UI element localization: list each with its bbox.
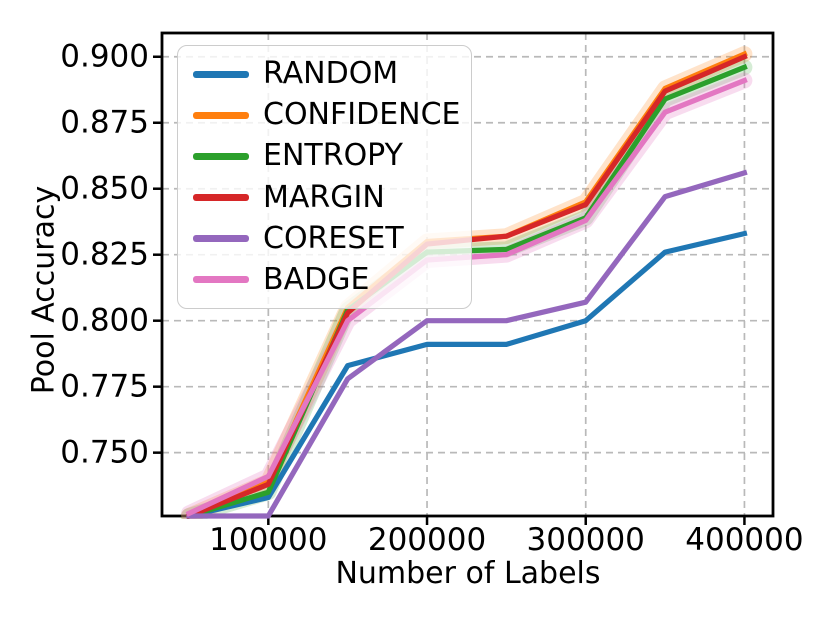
x-tick-label: 300000: [526, 522, 645, 558]
y-tick-label: 0.800: [60, 301, 149, 338]
legend-label: BADGE: [263, 261, 370, 297]
legend-item-badge: BADGE: [193, 260, 463, 300]
legend-line-swatch: [193, 235, 249, 243]
legend-label: CORESET: [263, 220, 404, 256]
legend-item-random: RANDOM: [193, 54, 463, 94]
legend-line-swatch: [193, 152, 249, 160]
legend-item-confidence: CONFIDENCE: [193, 95, 463, 135]
x-axis-label: Number of Labels: [335, 556, 601, 591]
y-tick-label: 0.825: [60, 235, 149, 272]
legend-item-margin: MARGIN: [193, 178, 463, 218]
legend: RANDOM CONFIDENCE ENTROPY MARGIN CORESET BADG…: [177, 45, 472, 309]
legend-label: RANDOM: [263, 56, 399, 91]
y-tick-label: 0.875: [60, 104, 149, 141]
legend-line-swatch: [193, 70, 249, 78]
legend-label: ENTROPY: [263, 138, 403, 174]
legend-line-swatch: [193, 276, 249, 284]
legend-item-entropy: ENTROPY: [193, 136, 463, 176]
legend-line-swatch: [193, 111, 249, 119]
y-axis-label: Pool Accuracy: [26, 185, 62, 395]
y-tick-label: 0.900: [60, 38, 149, 75]
x-tick-label: 200000: [367, 522, 487, 558]
y-tick-label: 0.850: [60, 169, 149, 206]
legend-item-coreset: CORESET: [193, 219, 463, 259]
x-tick-label: 100000: [209, 522, 328, 558]
legend-label: CONFIDENCE: [263, 97, 461, 133]
y-tick-label: 0.750: [60, 433, 149, 470]
legend-label: MARGIN: [263, 179, 385, 215]
legend-line-swatch: [193, 194, 249, 202]
x-tick-label: 400000: [685, 522, 804, 558]
y-tick-label: 0.775: [60, 367, 149, 404]
